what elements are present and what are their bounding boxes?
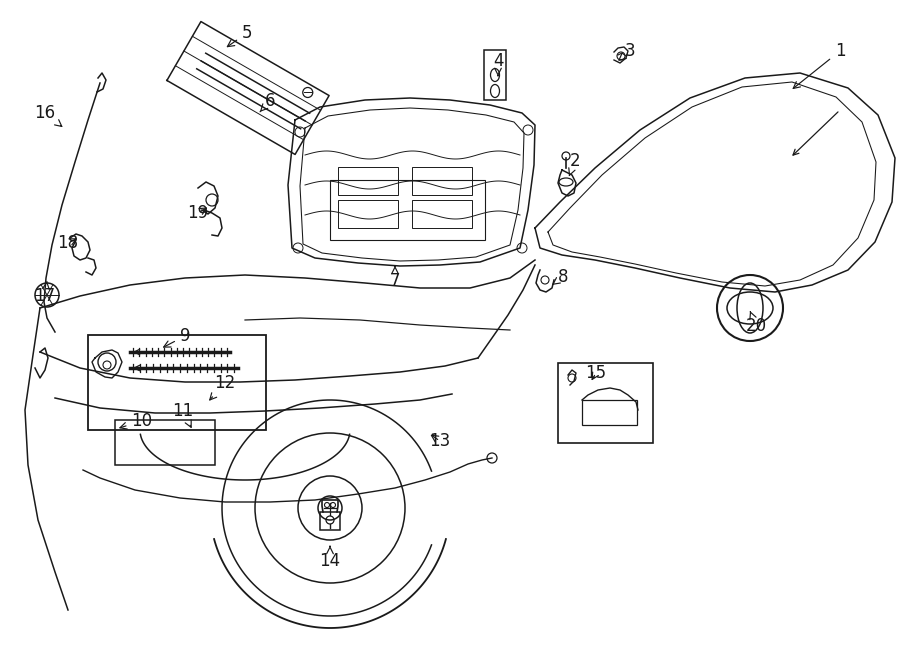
Text: 4: 4: [493, 52, 503, 75]
Text: 11: 11: [173, 402, 194, 427]
Text: 16: 16: [34, 104, 62, 126]
Text: 7: 7: [390, 266, 400, 290]
Text: 9: 9: [164, 327, 190, 347]
Bar: [338, 167, 398, 195]
Bar: [412, 167, 472, 195]
Text: 8: 8: [553, 268, 568, 286]
Text: 17: 17: [34, 282, 56, 305]
Text: 14: 14: [320, 547, 340, 570]
Text: 20: 20: [745, 311, 767, 335]
Text: 19: 19: [187, 204, 209, 222]
Bar: [558, 363, 653, 443]
Text: 1: 1: [793, 42, 845, 89]
Bar: [412, 200, 472, 228]
Text: 12: 12: [210, 374, 236, 400]
Text: 10: 10: [120, 412, 153, 430]
Text: 2: 2: [569, 152, 580, 176]
Bar: [115, 420, 215, 465]
Bar: [484, 50, 506, 100]
Text: 3: 3: [619, 42, 635, 60]
Text: 13: 13: [429, 432, 451, 450]
Bar: [320, 512, 340, 530]
Bar: [330, 180, 485, 240]
Text: 5: 5: [228, 24, 252, 47]
Bar: [338, 200, 398, 228]
Text: 6: 6: [260, 92, 275, 112]
Text: 15: 15: [585, 364, 607, 382]
Bar: [88, 335, 266, 430]
Text: 18: 18: [58, 234, 78, 252]
Bar: [582, 400, 637, 425]
